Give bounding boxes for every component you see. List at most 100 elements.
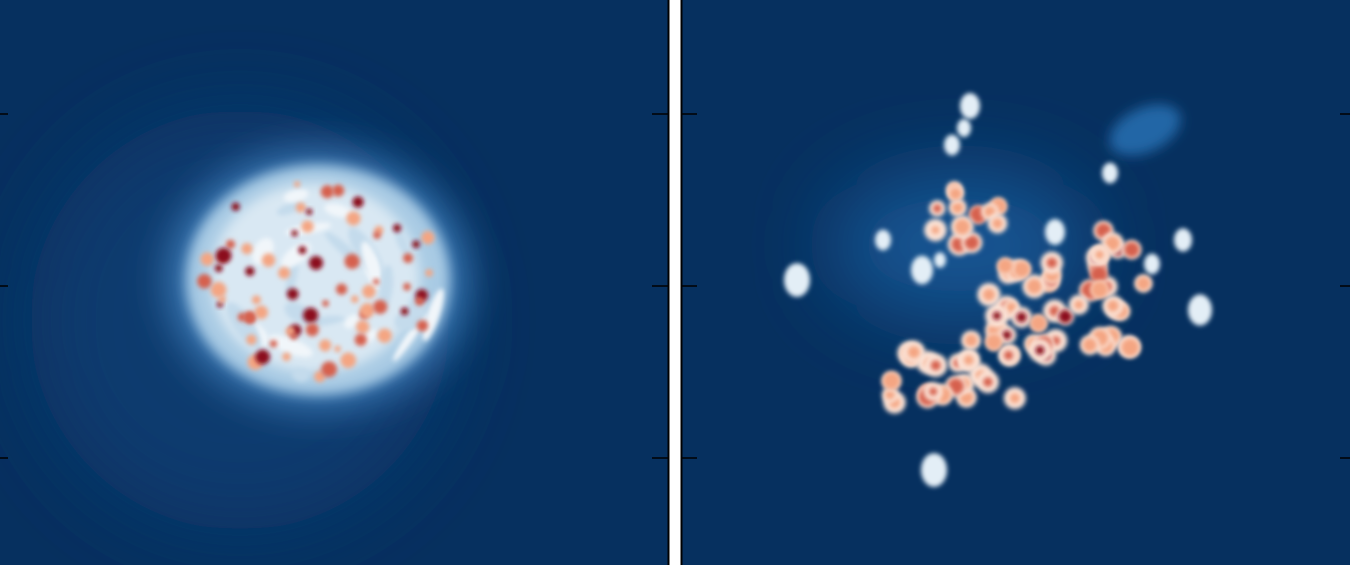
clumps (784, 93, 1212, 487)
filament (422, 288, 444, 342)
clump (944, 134, 960, 156)
dense-knot (354, 333, 367, 346)
dense-knot (400, 307, 409, 316)
clump (921, 453, 947, 487)
dense-knot (302, 307, 319, 323)
clump (934, 252, 946, 268)
dense-clump (929, 387, 938, 396)
dense-knot (373, 299, 388, 314)
dense-knot (200, 252, 214, 266)
dense-clump (954, 219, 971, 235)
dense-knot (237, 312, 247, 322)
dense-knot (245, 266, 255, 277)
dense-clump (985, 333, 1003, 351)
filament (324, 203, 353, 218)
clump (1045, 219, 1065, 245)
dense-knot (344, 253, 360, 269)
dense-clump (885, 389, 895, 400)
dense-knot (309, 255, 324, 270)
dense-clump (1082, 337, 1097, 352)
clump (911, 255, 933, 285)
dense-knot (350, 295, 359, 303)
dense-clump (1121, 338, 1139, 357)
filament (283, 189, 309, 203)
clump (784, 263, 810, 297)
dense-knot (231, 202, 240, 211)
dense-knot (416, 319, 429, 332)
dense-knot (214, 264, 223, 273)
dense-knot (319, 339, 332, 352)
clump (1188, 294, 1212, 326)
dense-knot (421, 231, 435, 245)
dense-clump (1046, 257, 1058, 269)
dense-clump (1107, 300, 1119, 312)
dense-knot (332, 184, 345, 197)
dense-knot (362, 284, 376, 299)
dense-clump (964, 235, 979, 250)
dense-knot (373, 278, 380, 285)
dense-clump (982, 288, 996, 301)
dense-clump (882, 372, 901, 390)
dense-knot (415, 296, 424, 306)
dense-knot (321, 361, 337, 378)
dense-knot (294, 181, 301, 188)
dense-knot (290, 333, 298, 340)
dense-knot (243, 311, 256, 323)
dense-clump (964, 334, 978, 347)
dense-clump (1124, 242, 1140, 258)
dense-knot (356, 320, 370, 334)
dense-clump (1091, 281, 1109, 299)
dense-clump (930, 360, 941, 371)
dense-clump (1105, 236, 1120, 251)
dense-clump (1058, 309, 1072, 324)
filament (292, 368, 310, 382)
dense-knot (320, 185, 334, 199)
dense-clump (949, 187, 962, 200)
dense-knot (334, 345, 341, 353)
clump (1144, 253, 1160, 275)
filament (344, 314, 360, 329)
dense-knot (352, 196, 364, 208)
dense-knot (225, 239, 236, 249)
dense-clump (1136, 276, 1151, 291)
dense-knot (286, 288, 299, 300)
dense-knot (251, 295, 261, 305)
dense-clump (1026, 278, 1042, 294)
dense-knot (335, 283, 348, 295)
dense-knot (305, 323, 319, 337)
dense-knot (377, 328, 392, 343)
dense-clump (992, 311, 1001, 320)
dense-clump (1002, 330, 1012, 340)
dense-knot (216, 301, 223, 308)
dense-knot (269, 340, 278, 348)
dense-knot (306, 208, 313, 215)
clump (957, 118, 971, 138)
filament (394, 312, 413, 331)
clump (1102, 162, 1118, 184)
dense-knot (197, 274, 212, 289)
dense-knot (392, 224, 402, 233)
dense-knot (210, 281, 227, 298)
dense-clump (997, 258, 1013, 274)
dense-knot (360, 302, 375, 318)
filament (394, 229, 411, 258)
dense-knot (425, 269, 433, 277)
dense-clump (984, 206, 996, 218)
dense-clump (933, 204, 942, 213)
dense-clump (1016, 312, 1027, 323)
dense-knot (322, 300, 329, 307)
filament (268, 335, 313, 357)
clump (1174, 228, 1192, 252)
dense-clump (907, 346, 920, 359)
filament (276, 202, 303, 216)
clump (960, 93, 980, 119)
right-panel (682, 0, 1350, 565)
dense-knot (282, 352, 291, 362)
diffuse-cloud (1109, 104, 1181, 156)
dense-clump (1074, 300, 1084, 310)
dense-clump (1013, 260, 1031, 278)
dense-knot (241, 243, 253, 255)
dense-knot (218, 295, 226, 303)
